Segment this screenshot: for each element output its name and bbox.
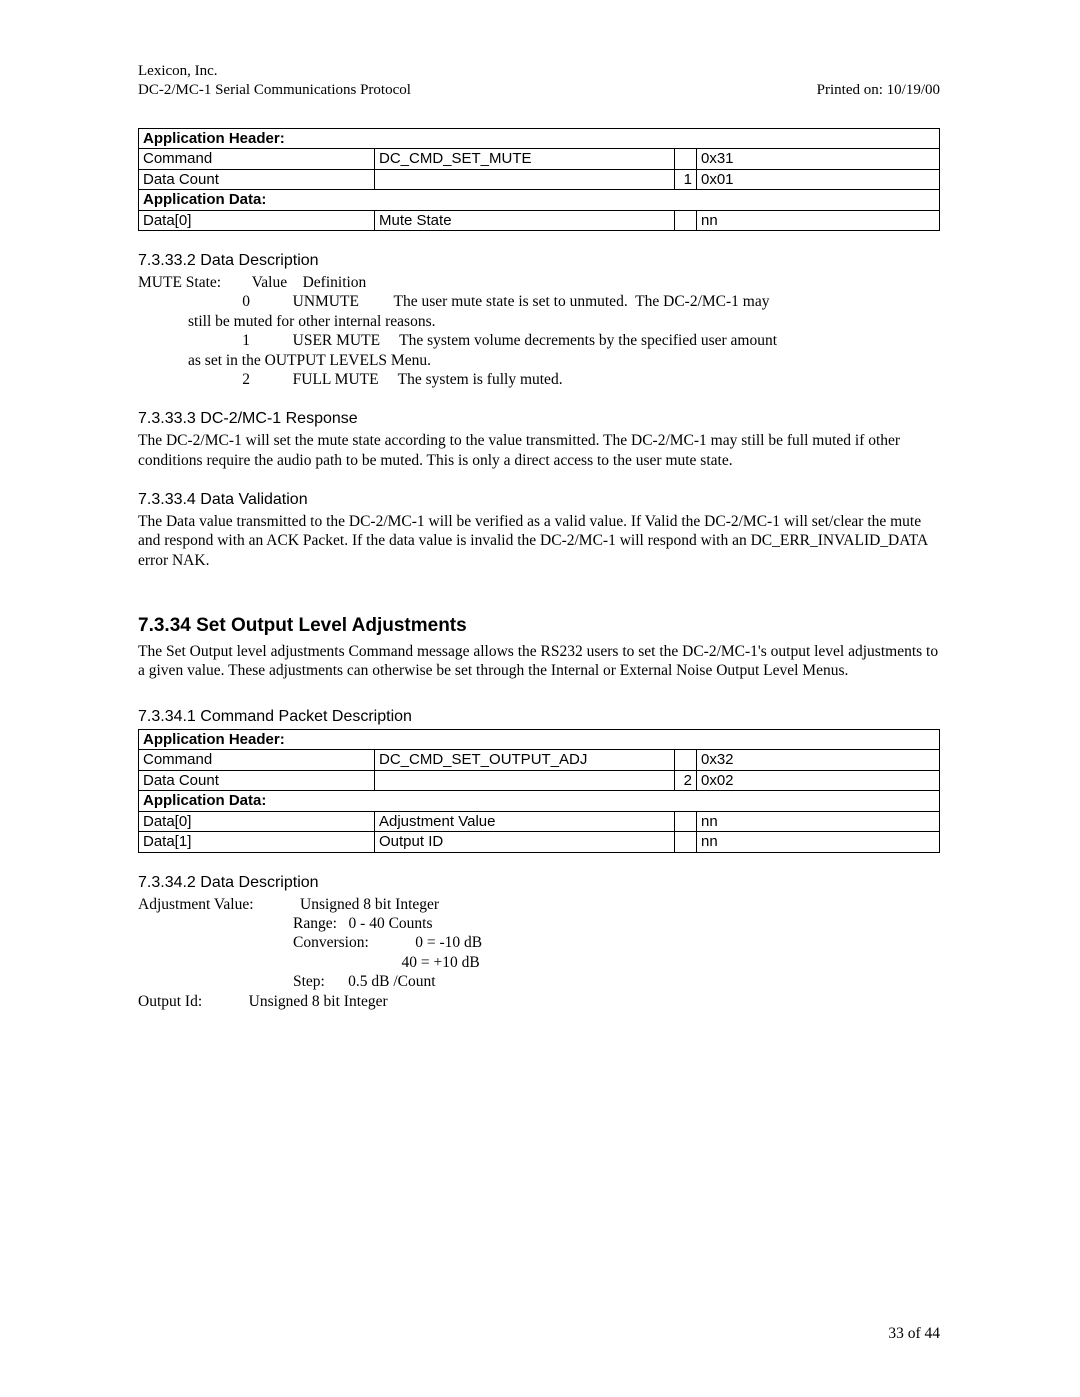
cell: 0x01 [697,169,940,190]
cell: Data[0] [139,210,375,231]
mute-row-1b: as set in the OUTPUT LEVELS Menu. [188,351,940,370]
cell: DC_CMD_SET_OUTPUT_ADJ [375,750,675,771]
cell [675,210,697,231]
page-number: 33 of 44 [888,1324,940,1343]
validation-body: The Data value transmitted to the DC-2/M… [138,512,940,570]
table-row: Data[0] Adjustment Value nn [139,811,940,832]
cell: Command [139,149,375,170]
section-heading-major: 7.3.34 Set Output Level Adjustments [138,614,940,638]
cell: 2 [675,770,697,791]
adj-line: Adjustment Value: Unsigned 8 bit Integer [138,895,940,914]
adj-line: 40 = +10 dB [138,953,940,972]
doc-title: DC-2/MC-1 Serial Communications Protocol [138,81,411,100]
cell: nn [697,832,940,853]
cell: nn [697,210,940,231]
mute-row-2: 2 FULL MUTE The system is fully muted. [188,370,940,389]
adj-line: Output Id: Unsigned 8 bit Integer [138,992,940,1011]
table-row: Data[0] Mute State nn [139,210,940,231]
packet-table-set-output-adj: Application Header: Command DC_CMD_SET_O… [138,729,940,853]
app-data-label: Application Data: [139,190,375,211]
response-body: The DC-2/MC-1 will set the mute state ac… [138,431,940,470]
cell [375,169,675,190]
packet-table-set-mute: Application Header: Command DC_CMD_SET_M… [138,128,940,232]
mute-state-header: MUTE State: Value Definition [138,273,940,292]
cell: 0x32 [697,750,940,771]
cell [675,750,697,771]
cell: Data[1] [139,832,375,853]
mute-row-1a: 1 USER MUTE The system volume decrements… [188,331,940,350]
set-output-body: The Set Output level adjustments Command… [138,642,940,681]
section-heading: 7.3.33.4 Data Validation [138,490,940,510]
cell: Command [139,750,375,771]
section-heading: 7.3.34.2 Data Description [138,873,940,893]
cell: 1 [675,169,697,190]
cell: Mute State [375,210,675,231]
cell: 0x31 [697,149,940,170]
section-heading: 7.3.34.1 Command Packet Description [138,707,940,727]
cell [375,770,675,791]
mute-row-0a: 0 UNMUTE The user mute state is set to u… [188,292,940,311]
table-row: Data Count 1 0x01 [139,169,940,190]
app-header-label: Application Header: [139,729,375,750]
section-heading: 7.3.33.3 DC-2/MC-1 Response [138,409,940,429]
table-row: Data Count 2 0x02 [139,770,940,791]
table-row: Data[1] Output ID nn [139,832,940,853]
adj-line: Step: 0.5 dB /Count [138,972,940,991]
cell: nn [697,811,940,832]
cell: 0x02 [697,770,940,791]
company-name: Lexicon, Inc. [138,62,411,81]
cell: Adjustment Value [375,811,675,832]
table-row: Command DC_CMD_SET_OUTPUT_ADJ 0x32 [139,750,940,771]
cell: DC_CMD_SET_MUTE [375,149,675,170]
cell [675,811,697,832]
adj-line: Range: 0 - 40 Counts [138,914,940,933]
cell: Data[0] [139,811,375,832]
app-data-label: Application Data: [139,791,375,812]
cell: Data Count [139,169,375,190]
adj-line: Conversion: 0 = -10 dB [138,933,940,952]
cell: Output ID [375,832,675,853]
cell [675,149,697,170]
mute-row-0b: still be muted for other internal reason… [188,312,940,331]
cell [675,832,697,853]
section-heading: 7.3.33.2 Data Description [138,251,940,271]
app-header-label: Application Header: [139,128,375,149]
table-row: Command DC_CMD_SET_MUTE 0x31 [139,149,940,170]
cell: Data Count [139,770,375,791]
printed-date: Printed on: 10/19/00 [817,81,940,100]
